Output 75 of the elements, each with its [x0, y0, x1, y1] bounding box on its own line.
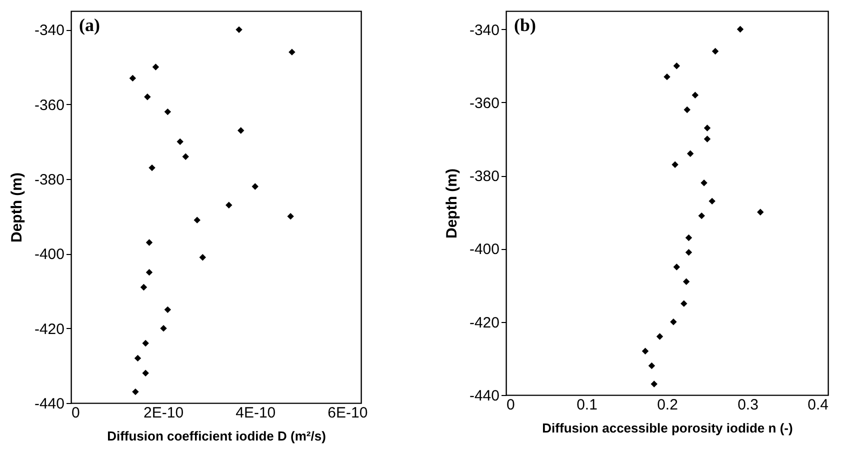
x-tick-label: 4E-10	[236, 404, 276, 422]
point	[673, 62, 680, 70]
point	[252, 183, 258, 190]
y-tick-label: -420	[469, 314, 500, 332]
point	[698, 212, 705, 220]
point	[685, 249, 692, 256]
y-tick-label: -440	[34, 396, 64, 412]
point	[656, 333, 664, 340]
point	[287, 212, 294, 220]
x-axis-title: Diffusion accessible porosity iodide n (-)	[542, 420, 793, 436]
point	[199, 254, 206, 261]
y-tick-label: -340	[469, 22, 500, 39]
point	[226, 202, 232, 208]
y-tick-label: -340	[34, 22, 64, 40]
y-tick-label: -440	[469, 388, 500, 404]
point	[704, 124, 711, 132]
point	[148, 164, 156, 172]
x-tick-label: 0	[72, 404, 80, 422]
point	[736, 26, 744, 33]
point	[160, 324, 167, 332]
point	[673, 264, 680, 270]
chart-title: (b)	[514, 15, 536, 35]
point	[146, 239, 153, 246]
x-tick-label: 6E-10	[328, 404, 368, 422]
point	[757, 208, 764, 216]
point	[670, 318, 677, 326]
point	[140, 284, 148, 291]
point	[238, 127, 244, 134]
point	[146, 268, 153, 276]
point	[650, 380, 658, 388]
point	[288, 48, 296, 56]
x-tick-label: 0	[506, 396, 515, 414]
point	[134, 354, 142, 362]
y-tick-label: -380	[34, 172, 64, 188]
point	[152, 64, 160, 70]
point	[680, 300, 688, 307]
point	[700, 180, 708, 186]
point	[664, 73, 670, 80]
point	[182, 153, 189, 160]
point	[704, 136, 711, 142]
x-axis-title: Diffusion coefficient iodide D (m²/s)	[107, 428, 326, 444]
x-tick-label: 0.2	[657, 396, 678, 414]
point	[142, 370, 149, 376]
x-tick-label: 0.3	[738, 396, 758, 414]
point	[712, 48, 719, 55]
point	[642, 348, 649, 354]
point	[684, 106, 690, 114]
point	[132, 388, 139, 396]
point	[685, 234, 692, 242]
point	[692, 92, 699, 98]
point	[194, 216, 200, 224]
y-axis-title: Depth (m)	[8, 172, 26, 242]
chart-title: (a)	[79, 15, 100, 35]
y-tick-label: -420	[34, 320, 64, 338]
y-tick-label: -400	[469, 241, 500, 258]
point	[682, 278, 690, 285]
point	[672, 161, 678, 168]
x-tick-label: 2E-10	[144, 404, 184, 422]
point	[144, 94, 151, 100]
point	[708, 198, 716, 205]
y-tick-label: -380	[469, 168, 500, 186]
x-tick-label: 0.1	[576, 396, 598, 414]
point	[142, 340, 149, 347]
point	[648, 362, 656, 370]
y-tick-label: -360	[34, 96, 64, 114]
y-tick-label: -360	[469, 94, 500, 112]
x-tick-label: 0.4	[808, 396, 828, 414]
point	[164, 108, 172, 116]
point	[176, 138, 184, 146]
point	[164, 306, 172, 314]
point	[236, 26, 242, 34]
point	[129, 74, 136, 82]
y-axis-title: Depth (m)	[443, 168, 460, 238]
point	[686, 150, 694, 157]
y-tick-label: -400	[34, 246, 64, 264]
